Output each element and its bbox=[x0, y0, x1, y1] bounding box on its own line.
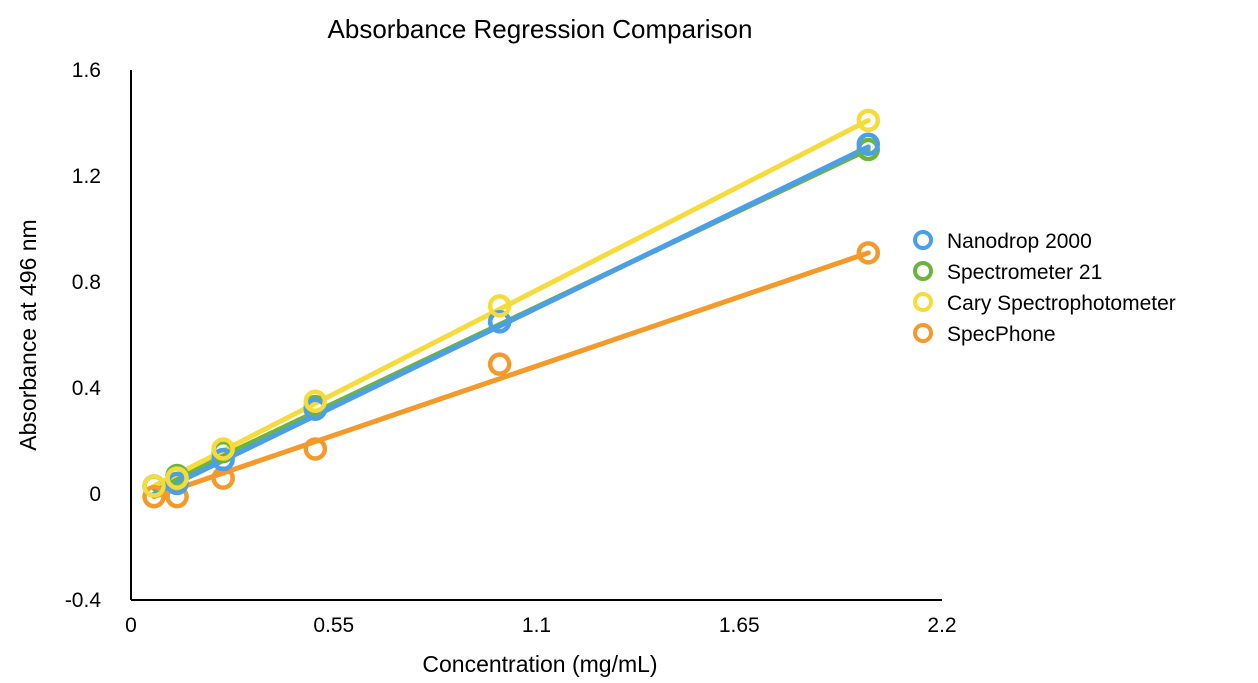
legend-label: SpecPhone bbox=[947, 323, 1056, 346]
data-point bbox=[487, 352, 512, 376]
x-tick-label: 0 bbox=[125, 614, 137, 637]
trendlines bbox=[151, 117, 871, 500]
y-tick-label: 0 bbox=[89, 483, 101, 506]
legend-marker bbox=[913, 323, 933, 343]
data-point bbox=[142, 474, 166, 498]
x-tick-label: 1.65 bbox=[719, 614, 760, 637]
data-point bbox=[303, 397, 328, 421]
legend-marker bbox=[913, 230, 933, 250]
data-point bbox=[142, 484, 166, 509]
x-tick-labels: 0 0.55 1.1 1.65 2.2 bbox=[125, 614, 956, 637]
legend: Nanodrop 2000 Spectrometer 21 Cary Spectro… bbox=[913, 230, 1176, 346]
data-point bbox=[165, 466, 189, 490]
data-point bbox=[487, 310, 512, 334]
trendline bbox=[151, 117, 871, 489]
y-tick-label: 0.8 bbox=[72, 271, 101, 294]
y-axis-label: Absorbance at 496 nm bbox=[15, 219, 41, 450]
x-axis-label: Concentration (mg/mL) bbox=[422, 651, 657, 677]
data-point bbox=[211, 437, 235, 461]
data-points bbox=[142, 108, 881, 509]
legend-label: Spectrometer 21 bbox=[947, 261, 1102, 284]
x-tick-label: 1.1 bbox=[522, 614, 551, 637]
legend-marker bbox=[913, 261, 933, 281]
chart-title: Absorbance Regression Comparison bbox=[328, 14, 753, 44]
legend-marker bbox=[913, 292, 933, 312]
data-point bbox=[303, 437, 328, 461]
data-point bbox=[487, 294, 512, 318]
y-tick-label: 1.2 bbox=[72, 165, 101, 188]
data-point bbox=[211, 447, 235, 472]
data-point bbox=[856, 241, 881, 265]
x-tick-label: 0.55 bbox=[313, 614, 354, 637]
legend-label: Nanodrop 2000 bbox=[947, 230, 1092, 253]
data-point bbox=[856, 132, 881, 156]
y-tick-label: 0.4 bbox=[72, 377, 102, 400]
trendline bbox=[151, 250, 871, 500]
y-tick-label: 1.6 bbox=[72, 59, 101, 82]
data-point bbox=[856, 108, 881, 133]
legend-label: Cary Spectrophotometer bbox=[947, 292, 1176, 315]
y-tick-label: -0.4 bbox=[65, 589, 102, 612]
y-tick-labels: -0.4 0 0.4 0.8 1.2 1.6 bbox=[65, 59, 102, 612]
data-point bbox=[303, 389, 328, 413]
x-tick-label: 2.2 bbox=[927, 614, 956, 637]
axes bbox=[130, 70, 942, 601]
